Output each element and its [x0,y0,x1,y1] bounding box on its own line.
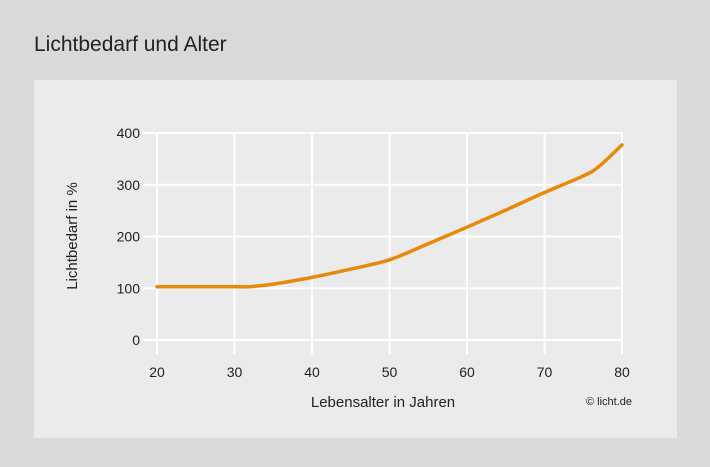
x-tick-label: 50 [382,364,398,380]
series-line [155,143,624,289]
y-tick-label: 300 [117,177,141,193]
x-tick-label: 40 [304,364,320,380]
x-tick-label: 20 [149,364,165,380]
y-tick-label: 200 [117,229,141,245]
y-tick-label: 400 [117,125,141,141]
chart-title: Lichtbedarf und Alter [34,33,227,56]
y-tick-label: 0 [132,332,140,348]
x-tick-label: 70 [537,364,553,380]
credit-text: © licht.de [586,396,632,408]
x-tick-label: 80 [614,364,630,380]
y-axis-label: Lichtbedarf in % [64,182,81,290]
x-tick-label: 60 [459,364,475,380]
chart-panel [34,80,677,438]
x-tick-label: 30 [227,364,243,380]
y-tick-label: 100 [117,280,141,296]
x-axis-label: Lebensalter in Jahren [311,394,455,411]
